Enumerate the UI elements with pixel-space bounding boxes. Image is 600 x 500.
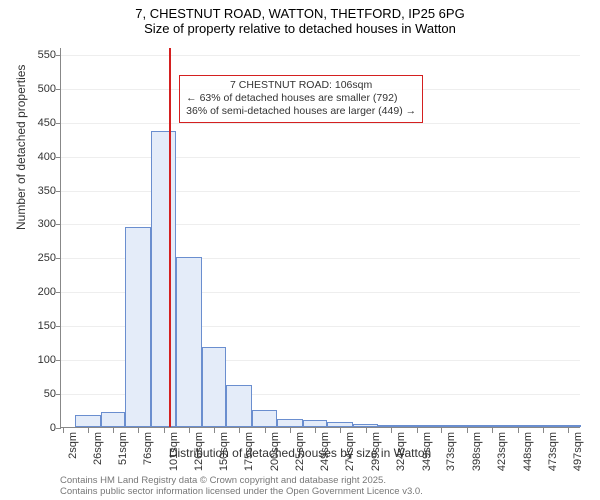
histogram-bar — [404, 425, 428, 427]
y-tick-label: 350 — [38, 185, 56, 197]
histogram-bar — [353, 424, 378, 427]
y-tick-mark — [56, 191, 61, 192]
y-tick-mark — [56, 292, 61, 293]
plot-area: 0501001502002503003504004505005507 CHEST… — [60, 48, 580, 428]
x-tick-mark — [265, 428, 266, 433]
annotation-box: 7 CHESTNUT ROAD: 106sqm← 63% of detached… — [179, 75, 423, 122]
title-area: 7, CHESTNUT ROAD, WATTON, THETFORD, IP25… — [0, 0, 600, 36]
y-tick-label: 0 — [50, 422, 56, 434]
x-tick-mark — [189, 428, 190, 433]
x-tick-mark — [417, 428, 418, 433]
histogram-bar — [378, 425, 403, 427]
title-line-1: 7, CHESTNUT ROAD, WATTON, THETFORD, IP25… — [0, 0, 600, 21]
histogram-bar — [252, 410, 277, 427]
x-tick-mark — [391, 428, 392, 433]
histogram-bar — [277, 419, 302, 427]
x-axis-label: Distribution of detached houses by size … — [0, 446, 600, 460]
y-tick-mark — [56, 428, 61, 429]
x-tick-mark — [138, 428, 139, 433]
x-tick-mark — [366, 428, 367, 433]
y-tick-label: 200 — [38, 286, 56, 298]
x-tick-mark — [340, 428, 341, 433]
x-tick-mark — [63, 428, 64, 433]
histogram-bar — [151, 131, 176, 427]
x-tick-mark — [441, 428, 442, 433]
y-tick-label: 450 — [38, 117, 56, 129]
y-tick-label: 500 — [38, 83, 56, 95]
grid-line — [61, 55, 580, 56]
y-tick-label: 150 — [38, 320, 56, 332]
y-tick-mark — [56, 326, 61, 327]
x-tick-mark — [492, 428, 493, 433]
y-tick-label: 300 — [38, 218, 56, 230]
property-marker-line — [169, 48, 171, 427]
grid-line — [61, 191, 580, 192]
y-tick-label: 50 — [44, 388, 56, 400]
annotation-line: 7 CHESTNUT ROAD: 106sqm — [186, 79, 416, 92]
y-tick-mark — [56, 258, 61, 259]
x-tick-mark — [164, 428, 165, 433]
y-tick-mark — [56, 157, 61, 158]
x-tick-mark — [290, 428, 291, 433]
histogram-bar — [479, 425, 504, 427]
x-tick-mark — [543, 428, 544, 433]
y-tick-mark — [56, 224, 61, 225]
y-axis-label: Number of detached properties — [14, 65, 28, 230]
histogram-bar — [454, 425, 479, 427]
footer-attribution: Contains HM Land Registry data © Crown c… — [60, 476, 423, 498]
histogram-bar — [303, 420, 327, 427]
x-tick-mark — [214, 428, 215, 433]
histogram-bar — [101, 412, 125, 427]
grid-line — [61, 157, 580, 158]
y-tick-mark — [56, 55, 61, 56]
x-tick-mark — [568, 428, 569, 433]
histogram-bar — [554, 425, 581, 427]
histogram-bar — [202, 347, 226, 427]
grid-line — [61, 123, 580, 124]
y-tick-label: 550 — [38, 49, 56, 61]
y-tick-mark — [56, 394, 61, 395]
histogram-bar — [226, 385, 251, 427]
footer-line-2: Contains public sector information licen… — [60, 487, 423, 498]
x-tick-mark — [113, 428, 114, 433]
y-tick-mark — [56, 360, 61, 361]
y-tick-mark — [56, 123, 61, 124]
histogram-bar — [529, 425, 554, 427]
histogram-bar — [327, 422, 352, 427]
y-tick-label: 100 — [38, 354, 56, 366]
histogram-bar — [176, 257, 201, 427]
annotation-line: 36% of semi-detached houses are larger (… — [186, 105, 416, 118]
histogram-bar — [75, 415, 100, 427]
y-tick-label: 400 — [38, 151, 56, 163]
x-tick-mark — [467, 428, 468, 433]
chart-area: 0501001502002503003504004505005507 CHEST… — [60, 48, 580, 428]
histogram-bar — [125, 227, 150, 427]
histogram-bar — [505, 425, 529, 427]
x-tick-mark — [518, 428, 519, 433]
grid-line — [61, 224, 580, 225]
histogram-bar — [428, 425, 453, 427]
y-tick-label: 250 — [38, 252, 56, 264]
y-tick-mark — [56, 89, 61, 90]
x-tick-mark — [315, 428, 316, 433]
title-line-2: Size of property relative to detached ho… — [0, 21, 600, 36]
x-tick-mark — [88, 428, 89, 433]
annotation-line: ← 63% of detached houses are smaller (79… — [186, 92, 416, 105]
x-tick-mark — [239, 428, 240, 433]
chart-container: 7, CHESTNUT ROAD, WATTON, THETFORD, IP25… — [0, 0, 600, 500]
